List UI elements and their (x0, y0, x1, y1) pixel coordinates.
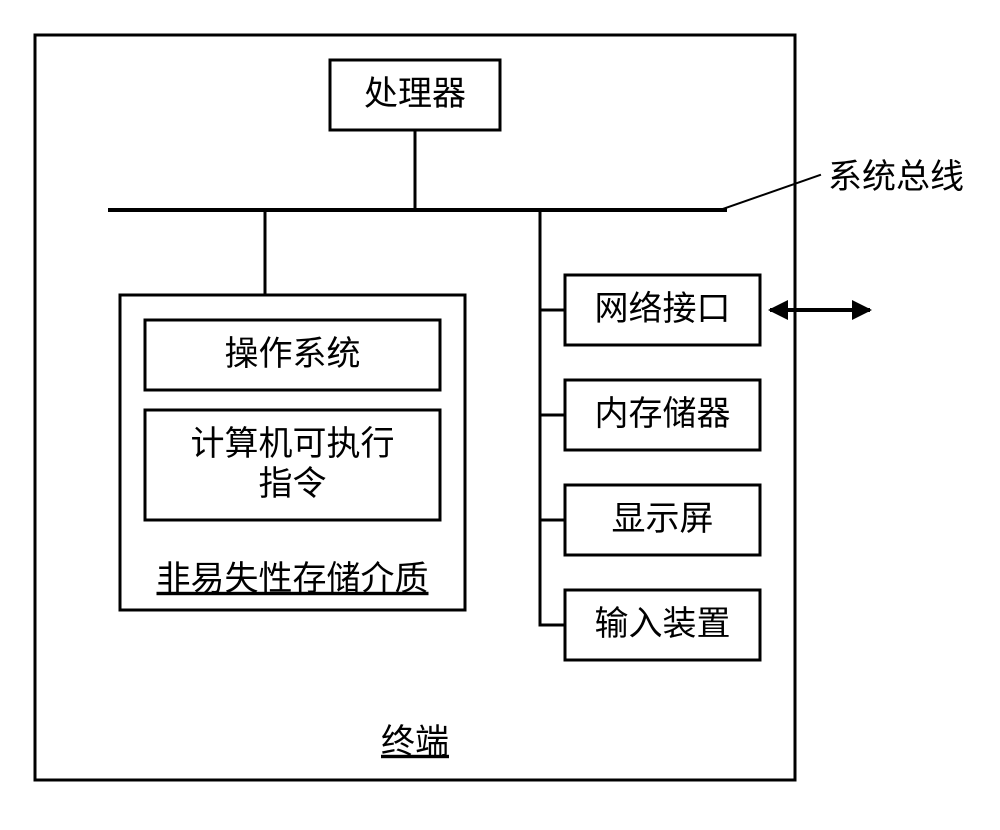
input-device-label: 输入装置 (595, 605, 731, 643)
processor-label: 处理器 (364, 76, 466, 113)
instructions-label-line2: 指令 (259, 465, 327, 503)
bus-leader-line (720, 175, 820, 210)
nonvolatile-storage-label: 非易失性存储介质 (157, 560, 429, 598)
terminal-label: 终端 (381, 723, 449, 761)
os-label: 操作系统 (225, 335, 361, 373)
internal-memory-label: 内存储器 (595, 395, 731, 433)
network-interface-label: 网络接口 (595, 290, 731, 328)
display-screen-label: 显示屏 (612, 501, 714, 538)
instructions-label-line1: 计算机可执行 (191, 425, 395, 463)
system-bus-label: 系统总线 (828, 158, 964, 196)
